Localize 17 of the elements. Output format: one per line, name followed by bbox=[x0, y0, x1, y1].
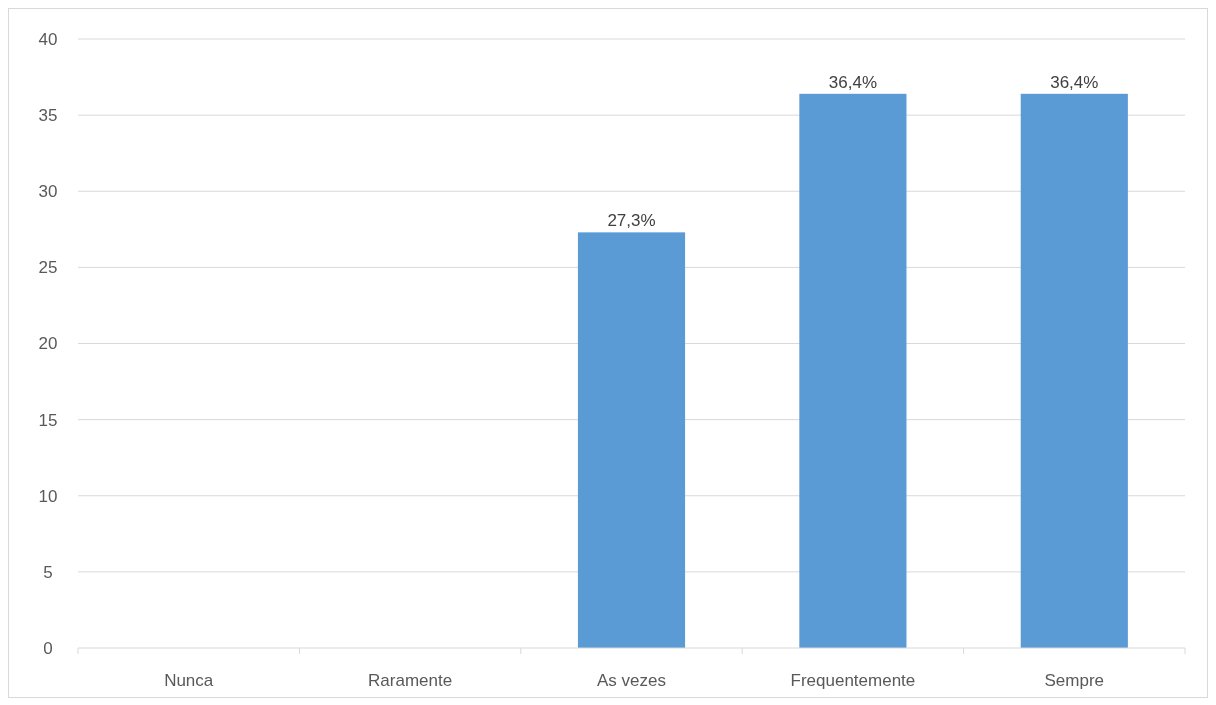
y-tick-label: 15 bbox=[38, 410, 58, 430]
data-label: 36,4% bbox=[828, 72, 877, 92]
x-tick-label: Sempre bbox=[1044, 671, 1105, 690]
x-tick-label: Frequentemente bbox=[790, 671, 916, 690]
data-label: 27,3% bbox=[607, 211, 656, 231]
x-tick-label: Nunca bbox=[164, 671, 214, 690]
data-label: 36,4% bbox=[1050, 72, 1099, 92]
y-tick-label: 35 bbox=[38, 106, 58, 126]
x-tick-label: As vezes bbox=[597, 671, 666, 690]
y-tick-label: 0 bbox=[43, 638, 53, 658]
y-tick-label: 10 bbox=[38, 486, 58, 506]
y-tick-label: 25 bbox=[38, 258, 58, 278]
x-tick-label: Raramente bbox=[368, 671, 453, 690]
y-tick-label: 40 bbox=[38, 29, 58, 49]
y-tick-label: 5 bbox=[43, 562, 53, 582]
y-tick-label: 30 bbox=[38, 182, 58, 202]
y-tick-label: 20 bbox=[38, 334, 58, 354]
